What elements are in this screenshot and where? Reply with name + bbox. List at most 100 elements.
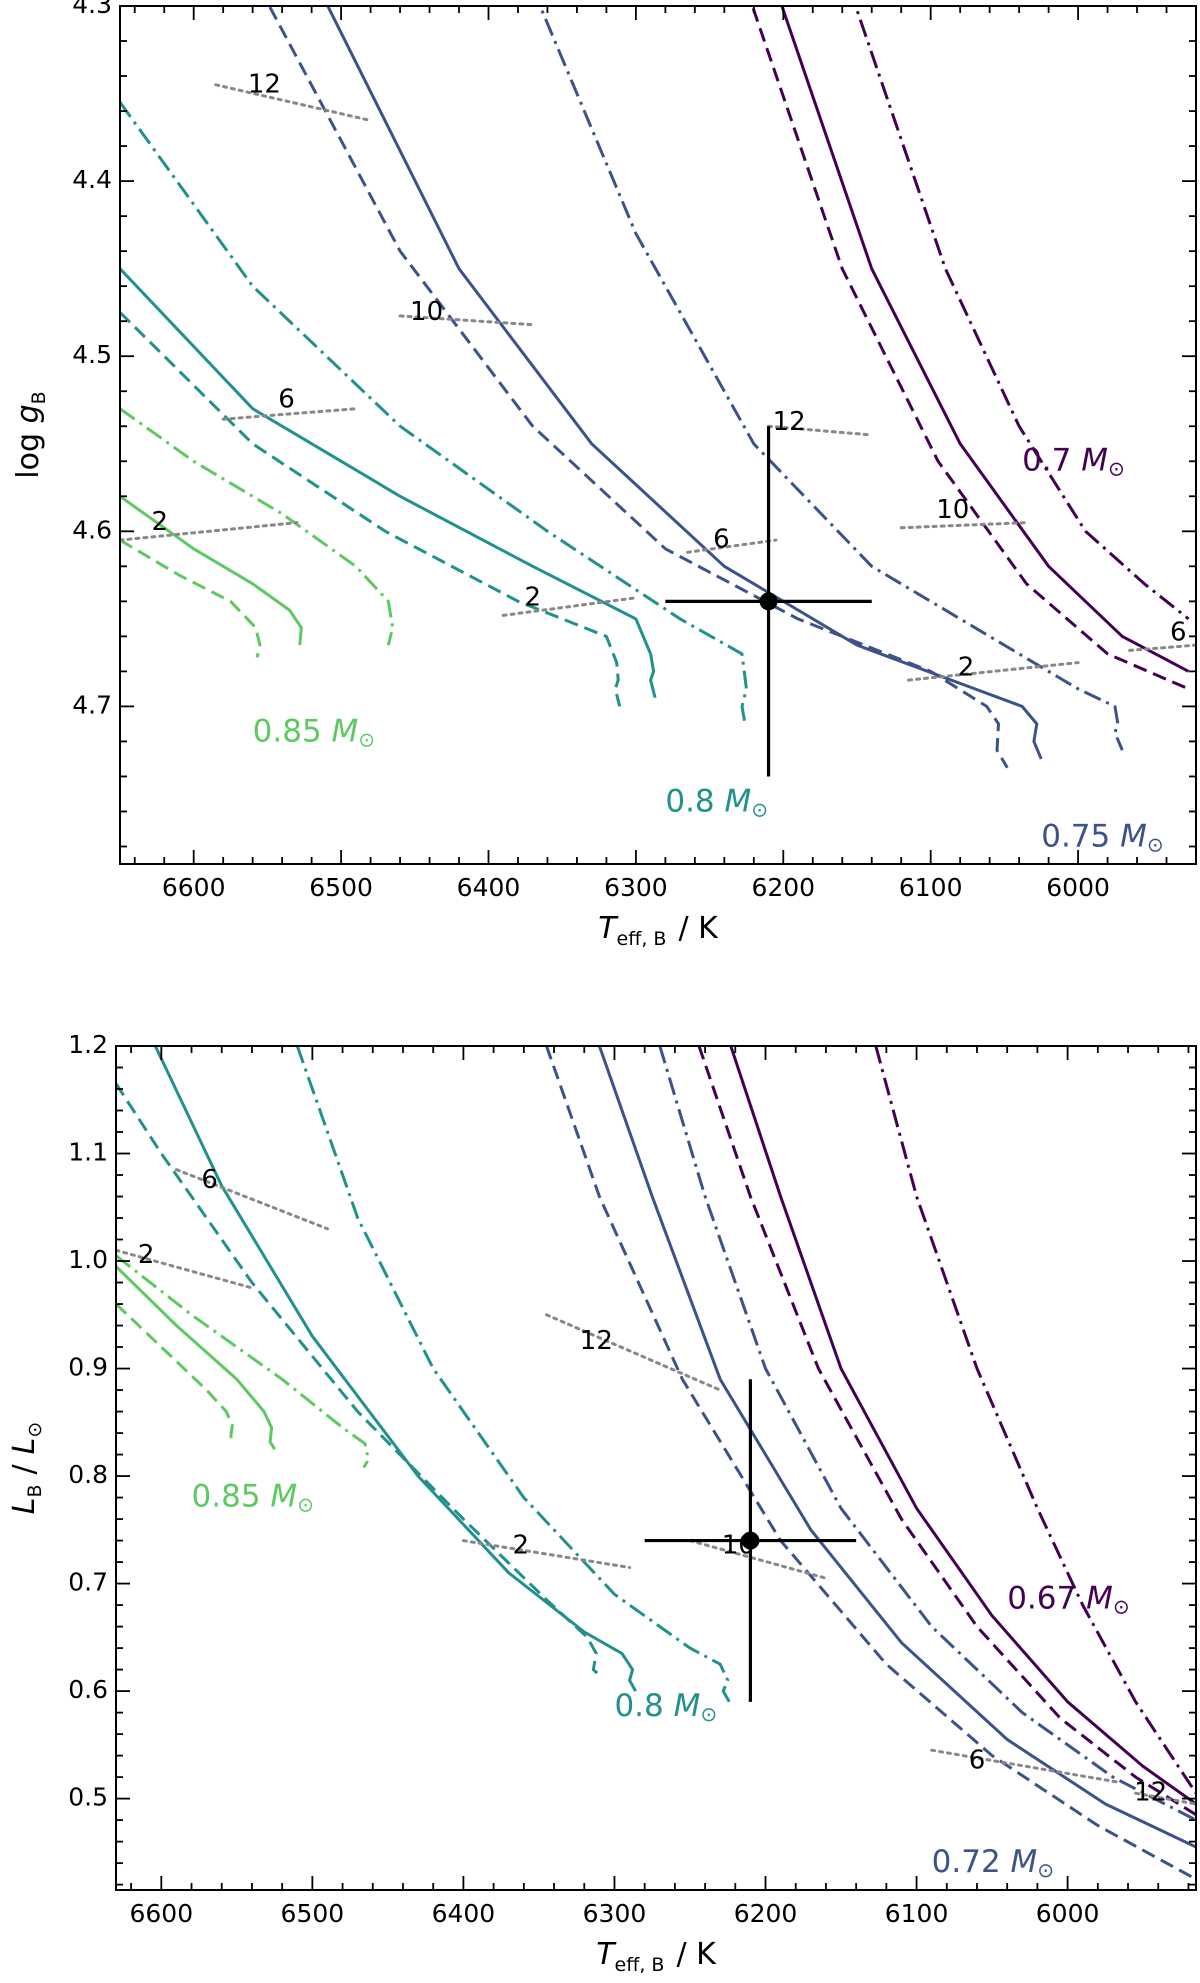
track-line-3 xyxy=(538,6,1124,751)
mass-label-2: 0.8 M⊙ xyxy=(614,1688,717,1726)
mass-label-3: 0.85 M⊙ xyxy=(192,1478,314,1516)
mass-label-1: 0.72 M⊙ xyxy=(932,1844,1054,1882)
x-tick-label: 6500 xyxy=(281,1899,345,1928)
y-tick-label: 1.2 xyxy=(68,1030,108,1059)
x-tick-label: 6500 xyxy=(309,873,373,902)
isochrone-line-18 xyxy=(1134,1791,1196,1806)
x-tick-label: 6000 xyxy=(1046,873,1110,902)
age-label-8: 2 xyxy=(958,652,975,682)
age-label-0: 6 xyxy=(201,1165,218,1195)
plot-frame xyxy=(119,5,1197,865)
age-label-2: 6 xyxy=(278,384,295,414)
age-label-5: 6 xyxy=(969,1745,986,1775)
track-line-1 xyxy=(729,1046,1196,1806)
age-label-9: 6 xyxy=(1170,617,1187,647)
track-line-1 xyxy=(780,6,1190,673)
track-line-6 xyxy=(295,1046,731,1703)
y-axis-label: LB/L⊙ xyxy=(7,1422,46,1515)
track-line-7 xyxy=(153,1046,637,1692)
mass-label-1: 0.75 M⊙ xyxy=(1041,818,1163,856)
isochrone-line-13 xyxy=(116,1248,254,1290)
x-axis-label: Teff, B / K xyxy=(598,911,719,950)
track-line-5 xyxy=(545,1046,1196,1881)
y-tick-label: 1.0 xyxy=(68,1245,108,1274)
track-line-2 xyxy=(697,1046,1196,1816)
y-tick-label: 0.8 xyxy=(68,1460,108,1489)
x-tick-label: 6600 xyxy=(162,873,226,902)
observation-point xyxy=(665,426,872,777)
isochrone-line-19 xyxy=(501,596,638,617)
y-axis-label: log gB xyxy=(11,391,50,478)
x-tick-label: 6300 xyxy=(604,873,668,902)
series-group xyxy=(120,6,1196,769)
observation-marker xyxy=(759,592,778,611)
isochrone-line-20 xyxy=(907,661,1080,682)
track-line-0 xyxy=(874,1046,1196,1795)
track-line-4 xyxy=(326,6,1043,760)
age-label-7: 2 xyxy=(524,582,541,612)
x-axis-label: Teff, B / K xyxy=(596,1937,717,1976)
x-tick-label: 6000 xyxy=(1036,1899,1100,1928)
track-line-10 xyxy=(116,1265,276,1450)
y-tick-label: 0.5 xyxy=(68,1783,108,1812)
x-tick-label: 6600 xyxy=(130,1899,194,1928)
track-line-5 xyxy=(267,6,1009,769)
track-line-8 xyxy=(116,1082,601,1677)
isochrone-line-17 xyxy=(899,521,1028,530)
x-tick-label: 6100 xyxy=(885,1899,949,1928)
y-tick-label: 4.5 xyxy=(72,340,112,369)
isochrone-line-15 xyxy=(461,1539,632,1569)
isochrone-line-16 xyxy=(767,424,874,437)
x-tick-label: 6400 xyxy=(457,873,521,902)
x-tick-label: 6100 xyxy=(899,873,963,902)
age-label-5: 10 xyxy=(936,495,969,525)
top-panel-logg: 12 10 6 2 12 10 6 2 2 6 0.7 M⊙ 0.75 M⊙ 0.8 M⊙ 0.85 M⊙… xyxy=(11,0,1197,950)
mass-label-0: 0.7 M⊙ xyxy=(1022,442,1125,480)
isochrone-line-15 xyxy=(120,521,299,542)
isochrone-line-12 xyxy=(174,1168,329,1231)
age-label-3: 2 xyxy=(513,1530,530,1560)
mass-label-2: 0.8 M⊙ xyxy=(665,783,768,821)
y-tick-label: 1.1 xyxy=(68,1138,108,1167)
observation-marker xyxy=(741,1531,760,1550)
age-label-0: 12 xyxy=(248,69,281,99)
track-line-9 xyxy=(120,407,395,646)
y-tick-label: 4.7 xyxy=(72,690,112,719)
track-line-8 xyxy=(120,311,622,707)
track-line-3 xyxy=(658,1046,1196,1822)
isochrone-line-17 xyxy=(930,1748,1122,1784)
isochrone-line-13 xyxy=(398,314,535,327)
x-tick-label: 6200 xyxy=(751,873,815,902)
track-line-0 xyxy=(853,6,1190,621)
track-line-2 xyxy=(750,6,1190,691)
track-line-7 xyxy=(120,267,657,699)
track-line-4 xyxy=(597,1046,1196,1849)
y-tick-label: 0.7 xyxy=(68,1568,108,1597)
age-label-2: 12 xyxy=(580,1326,613,1356)
track-line-6 xyxy=(120,101,748,725)
y-tick-label: 4.6 xyxy=(72,515,112,544)
y-tick-label: 0.9 xyxy=(68,1353,108,1382)
y-tick-label: 4.3 xyxy=(72,0,112,19)
mass-label-3: 0.85 M⊙ xyxy=(253,713,375,751)
x-tick-label: 6200 xyxy=(734,1899,798,1928)
y-tick-label: 0.6 xyxy=(68,1675,108,1704)
mass-label-0: 0.67 M⊙ xyxy=(1007,1580,1129,1618)
series-group xyxy=(116,1046,1196,1881)
x-tick-label: 6400 xyxy=(432,1899,496,1928)
isochrone-line-21 xyxy=(1128,643,1196,652)
isochrone-line-16 xyxy=(688,1539,828,1580)
age-label-1: 10 xyxy=(410,297,443,327)
x-tick-label: 6300 xyxy=(583,1899,647,1928)
isochrone-line-14 xyxy=(221,407,358,421)
y-tick-label: 4.4 xyxy=(72,165,112,194)
age-label-4: 12 xyxy=(773,407,806,437)
isochrone-line-18 xyxy=(686,538,778,554)
isochrone-line-14 xyxy=(545,1313,722,1392)
isochrone-line-12 xyxy=(214,83,370,122)
observation-point xyxy=(644,1379,857,1702)
plot-frame xyxy=(115,1045,1197,1891)
age-label-6: 6 xyxy=(713,525,730,555)
